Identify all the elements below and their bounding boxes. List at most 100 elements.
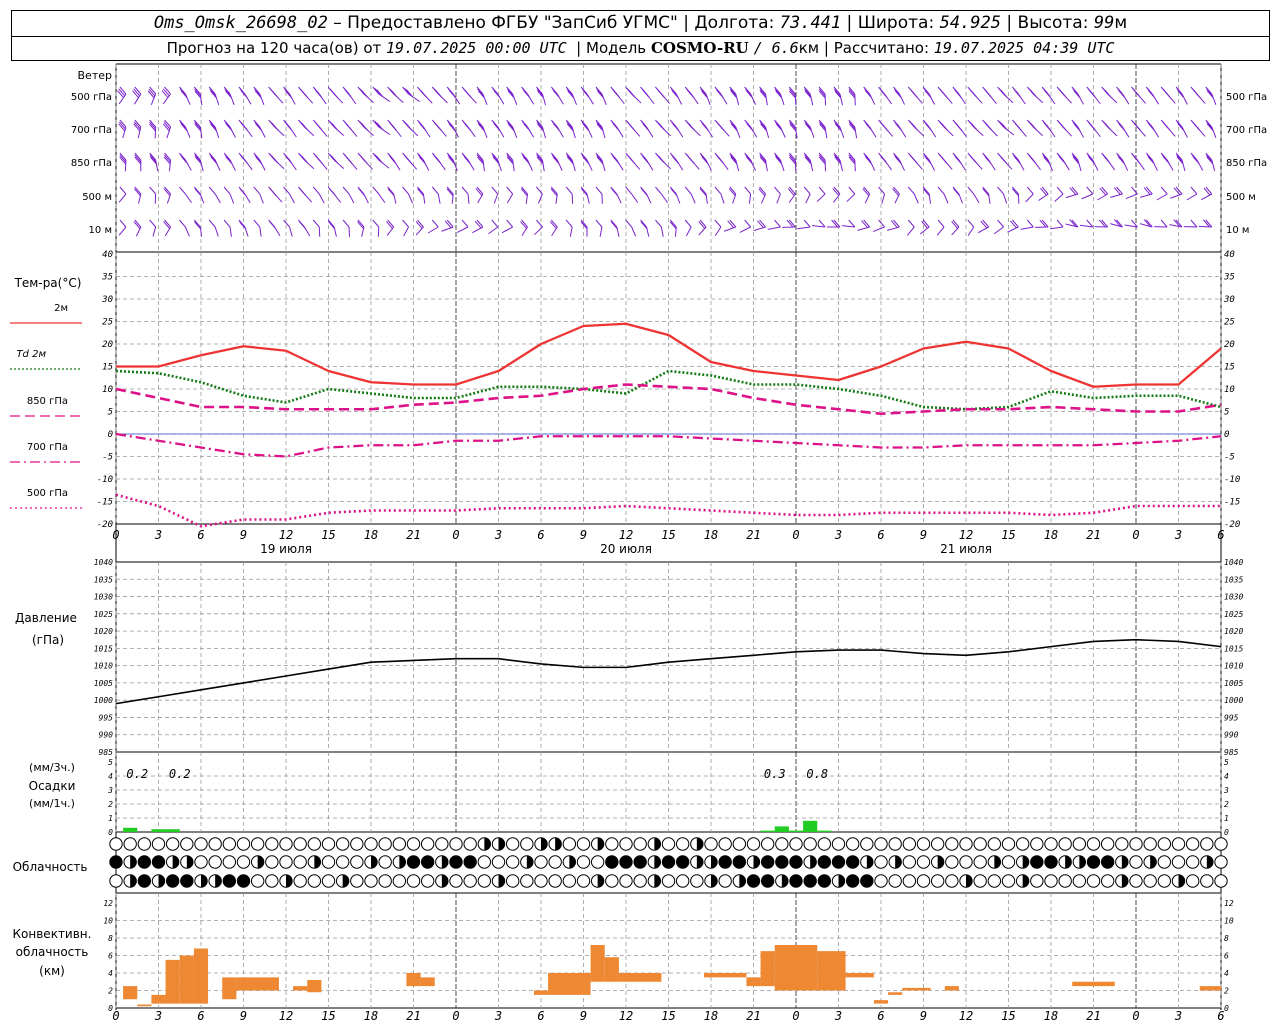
alt-value: 99 (1093, 13, 1115, 33)
cloud-symbol (1030, 837, 1044, 851)
wind-barb-feather (1116, 152, 1123, 161)
wind-barb-feather (149, 154, 157, 163)
wind-barb-feather (194, 90, 202, 99)
wind-barb-feather (476, 219, 484, 228)
wind-barb-feather (728, 188, 736, 197)
conv-block (888, 992, 903, 995)
wind-barb-feather (1071, 186, 1079, 195)
wind-barb-feather (610, 219, 618, 228)
wind-barb-feather (818, 154, 826, 163)
wind-barb-feather (730, 90, 738, 99)
temp-x-tick: 18 (704, 528, 718, 542)
wind-barb-feather (550, 188, 558, 197)
lon-value: 73.441 (779, 13, 842, 33)
wind-barb-feather (521, 186, 528, 195)
wind-barb-feather (863, 152, 871, 161)
wind-barb-feather (179, 121, 187, 130)
wind-barb-feather (179, 186, 186, 195)
conv-block (307, 980, 322, 993)
wind-barb-feather (834, 90, 842, 99)
prec-tick-right: 3 (1223, 786, 1229, 795)
wind-barb-feather (613, 90, 620, 98)
wind-barb-feather (431, 219, 439, 228)
temp-x-tick: 15 (1001, 528, 1015, 542)
wind-barb-feather (376, 122, 384, 131)
wind-barb-feather (298, 221, 306, 229)
header-dash: – (327, 13, 348, 33)
wind-barb-feather (147, 90, 155, 99)
wind-barb-feather (894, 90, 902, 99)
wind-barb-feather (194, 154, 202, 163)
temp-x-tick: 3 (494, 528, 502, 542)
cloud-symbol (165, 837, 180, 851)
alt-unit: м (1114, 13, 1128, 33)
cloud-symbol-half (526, 855, 534, 869)
wind-barb-feather (478, 123, 485, 132)
cloud-symbol-half (1121, 855, 1129, 869)
wind-level-label-right: 500 гПа (1226, 92, 1267, 103)
cloud-symbol (746, 837, 761, 851)
wind-barb-feather (161, 90, 169, 98)
cloud-symbol (987, 874, 1002, 888)
cloud-symbol (1030, 874, 1044, 888)
wind-barb-feather (967, 219, 975, 228)
cloud-symbol (789, 874, 803, 888)
wind-barb-feather (937, 186, 945, 195)
wind-barb (1020, 226, 1034, 230)
temp-tick-right: 5 (1224, 408, 1229, 418)
cloud-symbol-half (654, 837, 661, 851)
wind-barb-feather (1101, 186, 1109, 195)
wind-barb-feather (759, 119, 766, 128)
wind-barb-feather (404, 88, 411, 96)
wind-barb-feather (476, 119, 484, 128)
cloud-symbol (236, 874, 251, 888)
wind-barb (1025, 193, 1034, 203)
wind-barb-feather (730, 123, 738, 132)
conv-block (590, 945, 605, 982)
wind-barb-feather (818, 186, 826, 195)
temp-tick-right: 20 (1224, 340, 1235, 350)
conv-block (236, 977, 279, 991)
wind-barb-feather (134, 219, 142, 228)
cloud-symbol (959, 855, 973, 869)
wind-barb-feather (907, 186, 915, 195)
wind-barb-feather (861, 220, 868, 228)
conv-block (123, 986, 138, 1000)
cloud-symbol-half (130, 855, 137, 869)
wind-barb-feather (478, 90, 485, 99)
wind-barb-feather (833, 186, 841, 195)
wind-barb-feather (1101, 219, 1109, 228)
wind-barb-feather (788, 86, 796, 95)
wind-barb-feather (744, 186, 752, 195)
conv-x-tick: 9 (240, 1009, 247, 1023)
wind-barb (118, 193, 127, 203)
temp-x-tick: 21 (406, 528, 420, 542)
wind-barb-feather (1205, 186, 1213, 195)
cloud-symbol (916, 855, 931, 869)
pres-tick-left: 1005 (94, 679, 113, 688)
wind-barb-feather (417, 188, 425, 197)
prec-value-label: 0.2 (126, 767, 148, 781)
wind-barb-feather (1041, 186, 1049, 195)
station-id: Oms_Omsk_26698_02 (153, 13, 328, 33)
temp-x-tick: 12 (619, 528, 633, 542)
model-res: / 6.6 (753, 39, 799, 57)
cloud-symbol (180, 837, 194, 851)
wind-barb (1186, 193, 1198, 201)
wind-barb-feather (848, 156, 856, 165)
wind-barb-feather (357, 219, 365, 228)
wind-barb-feather (596, 123, 604, 132)
wind-barb (537, 193, 543, 204)
wind-barb (631, 226, 637, 237)
wind-barb-feather (698, 221, 706, 229)
wind-barb-feather (611, 188, 618, 196)
prec-tick-right: 2 (1224, 800, 1229, 809)
conv-tick-right: 4 (1224, 969, 1229, 978)
wind-barb-feather (550, 152, 558, 161)
conv-block (165, 959, 180, 1004)
wind-barb-feather (729, 154, 737, 163)
wind-barb-feather (628, 156, 635, 164)
wind-barb (1097, 193, 1108, 201)
wind-barb-feather (595, 86, 603, 95)
wind-barb-feather (328, 221, 335, 230)
